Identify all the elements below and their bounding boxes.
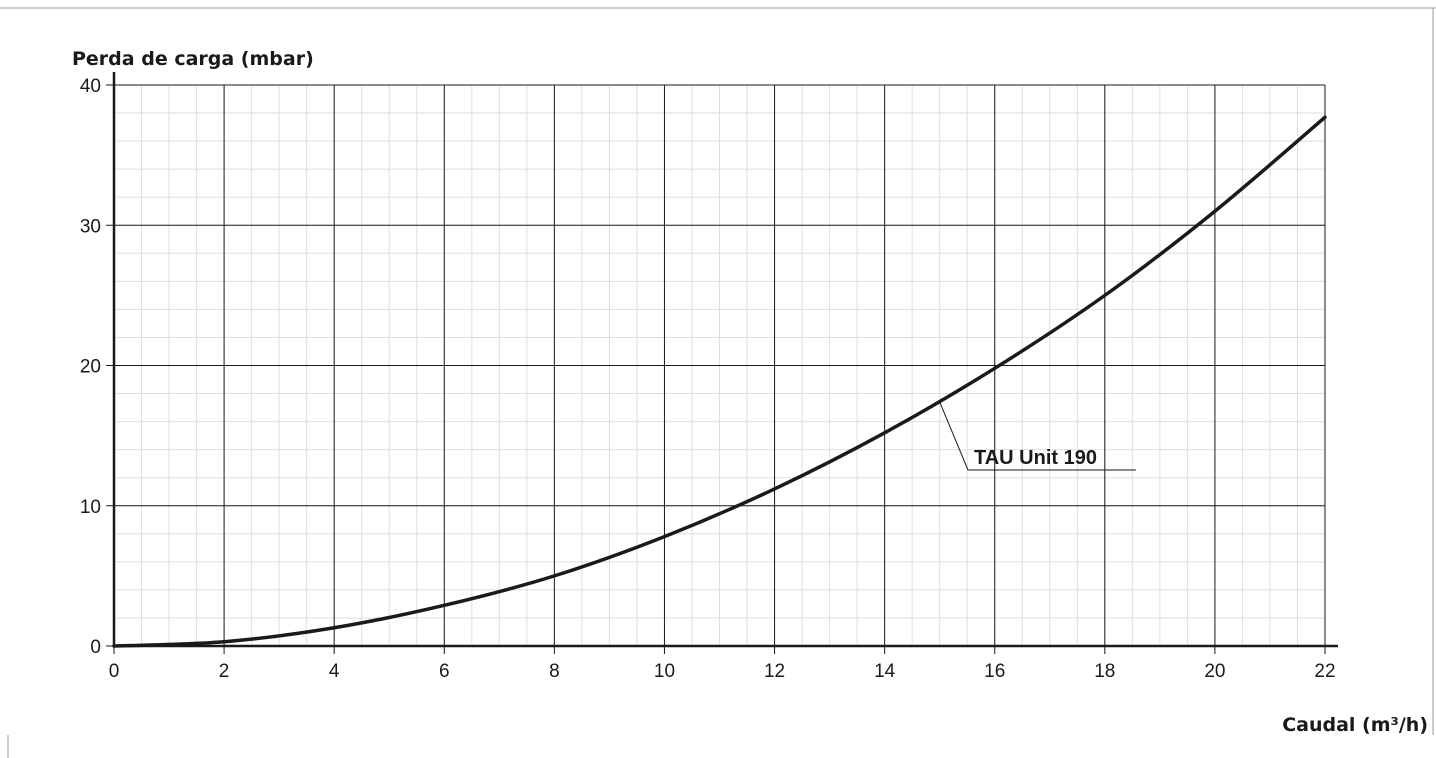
y-tick-label: 30 [80, 216, 101, 237]
major-grid [106, 84, 1326, 654]
x-tick-label: 22 [1314, 661, 1335, 682]
series-layer [112, 115, 1327, 648]
x-tick-label: 8 [549, 661, 560, 682]
tick-labels: 0 2 4 6 8 10 12 14 16 18 20 22 0 10 20 30 40 [80, 76, 1336, 682]
frame-lines [0, 7, 1436, 758]
x-tick-label: 14 [874, 661, 896, 682]
x-tick-label: 6 [439, 661, 450, 682]
axes [112, 72, 1338, 648]
x-tick-label: 16 [984, 661, 1005, 682]
annotation-label: TAU Unit 190 [974, 447, 1097, 469]
x-tick-label: 2 [219, 661, 230, 682]
y-axis-title: Perda de carga (mbar) [72, 48, 314, 70]
annotation-leader-line [939, 401, 1136, 471]
x-axis-title: Caudal (m³/h) [1282, 714, 1428, 736]
x-tick-label: 10 [654, 661, 675, 682]
y-tick-label: 40 [80, 76, 101, 97]
y-tick-label: 20 [80, 357, 101, 378]
y-tick-label: 10 [80, 497, 101, 518]
x-tick-label: 0 [109, 661, 120, 682]
series-line [112, 115, 1327, 648]
y-tick-label: 0 [90, 637, 101, 658]
x-tick-label: 4 [329, 661, 340, 682]
x-tick-label: 18 [1094, 661, 1115, 682]
x-tick-label: 20 [1204, 661, 1225, 682]
annotation-layer: TAU Unit 190 [939, 401, 1136, 471]
x-tick-label: 12 [764, 661, 785, 682]
